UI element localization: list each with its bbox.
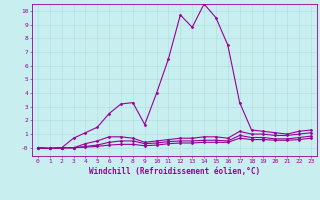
X-axis label: Windchill (Refroidissement éolien,°C): Windchill (Refroidissement éolien,°C) xyxy=(89,167,260,176)
